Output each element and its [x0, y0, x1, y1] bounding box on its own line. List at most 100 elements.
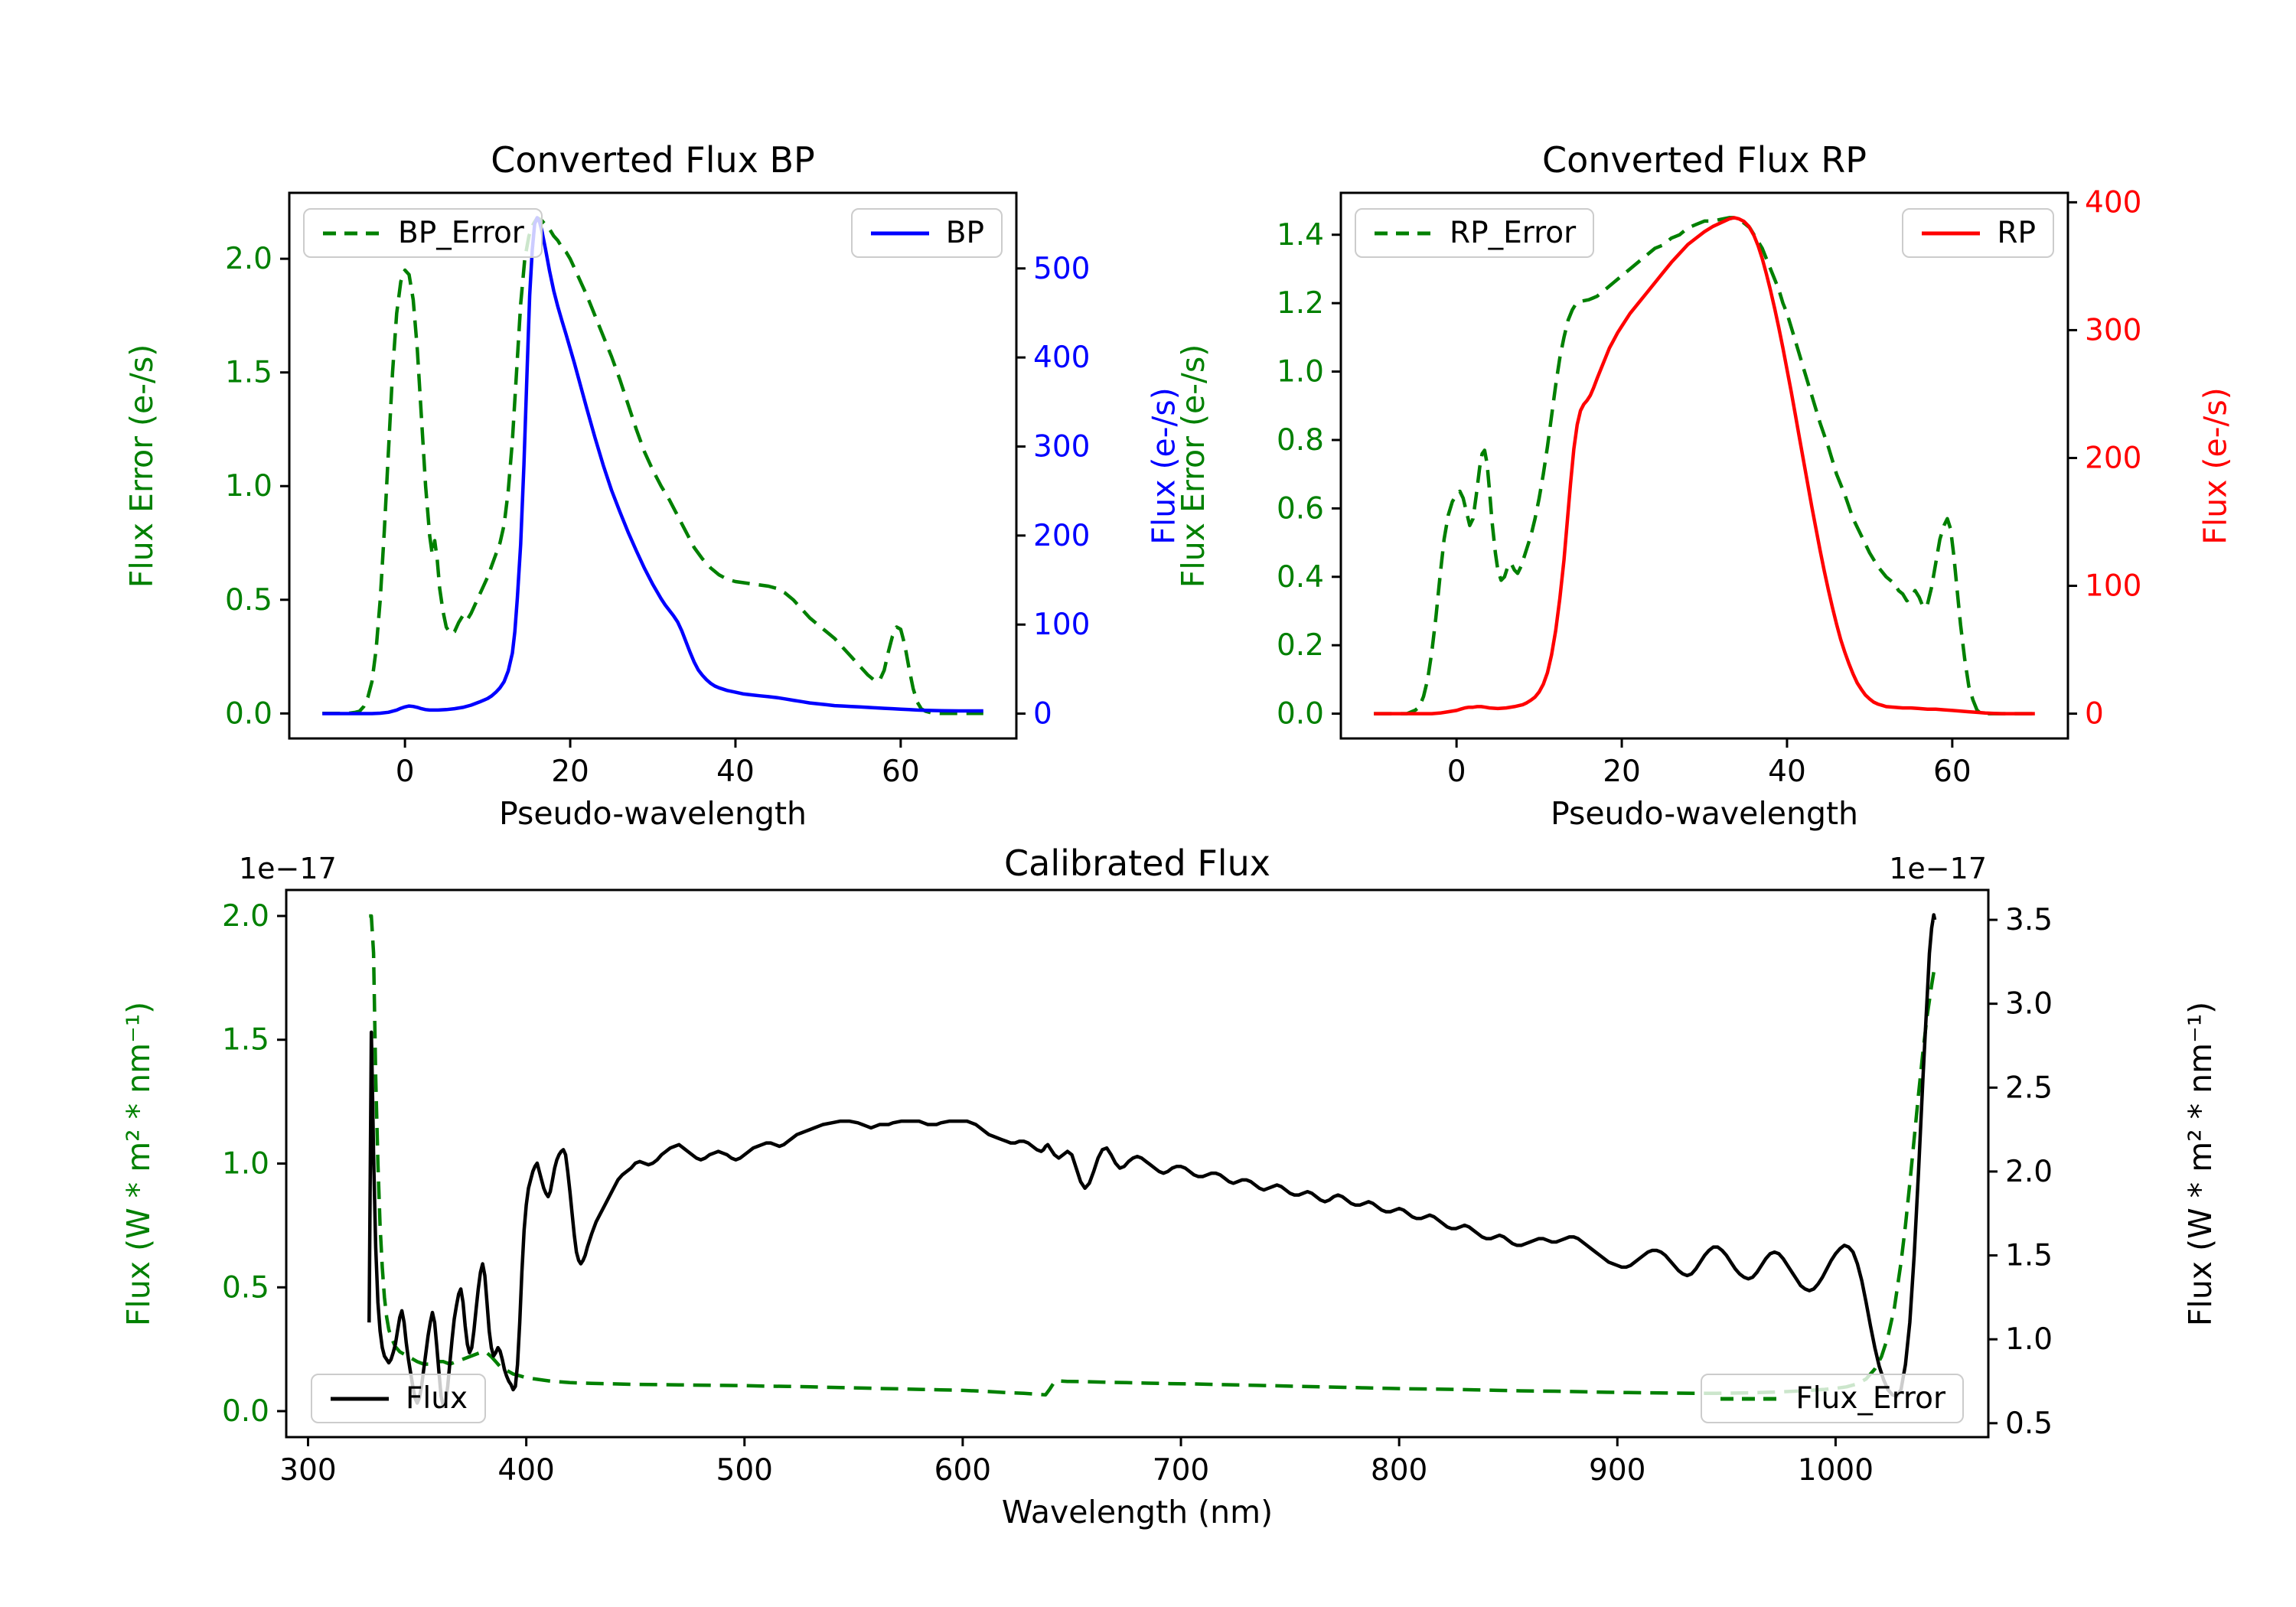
legend-lower-left: Flux	[311, 1374, 487, 1423]
axes-spines	[285, 888, 1990, 1439]
x-tick-label: 700	[1153, 1453, 1209, 1488]
legend-label: RP	[1997, 216, 2036, 250]
right-y-tick-label: 1.5	[2005, 1239, 2053, 1273]
legend-upper-right: BP	[850, 208, 1003, 258]
left-axis-offset-text: 1e−17	[239, 852, 337, 885]
legend-label: Flux_Error	[1795, 1381, 1945, 1416]
legend-item-flux: Flux	[329, 1381, 468, 1416]
legend-upper-right: RP	[1902, 208, 2054, 258]
right-y-tick-label: 100	[1033, 608, 1090, 642]
legend-item-rp_error: RP_Error	[1373, 216, 1576, 250]
right-y-tick-label: 400	[1033, 341, 1090, 375]
right-y-tick-label: 3.0	[2005, 987, 2053, 1022]
left-axis-column-calibrated: Flux (W * m² * nm⁻¹)	[120, 890, 158, 1437]
x-tick-label: 0	[1447, 755, 1466, 789]
plot-converted-flux-bp: Converted Flux BP Pseudo-wavelength Flux…	[123, 139, 1182, 832]
left-y-tick-label: 2.0	[225, 242, 272, 276]
left-y-tick-label: 1.0	[222, 1147, 269, 1182]
dashed-line-sample-icon	[323, 231, 381, 235]
series-flux_error	[369, 914, 1937, 1397]
solid-line-sample-icon	[331, 1397, 389, 1400]
left-axis-column-rp: Flux Error (e-/s)	[1175, 193, 1212, 738]
left-y-tick-label: 0.2	[1277, 628, 1324, 663]
series-rp	[1374, 216, 2035, 715]
left-y-tick-label: 2.0	[222, 899, 269, 934]
right-y-tick-label: 100	[2085, 569, 2141, 604]
series-layer	[367, 913, 1937, 1409]
right-y-tick-label: 2.0	[2005, 1155, 2053, 1189]
left-y-tick-label: 1.2	[1277, 286, 1324, 321]
legend-label: Flux	[406, 1381, 468, 1416]
left-y-tick-label: 0.5	[225, 583, 272, 618]
legend-label: BP_Error	[398, 216, 524, 250]
left-y-tick-label: 1.0	[1277, 355, 1324, 390]
legend-label: BP	[945, 216, 984, 250]
plot-title-rp: Converted Flux RP	[1542, 139, 1867, 181]
plot-canvas-rp: 0 20 40 60 0.0 0.2 0.4 0.6 0.8 1.0 1.2 1.4 0 100 200 30…	[1277, 185, 2141, 789]
right-y-axis-label-rp: Flux (e-/s)	[2197, 386, 2235, 545]
right-y-tick-label: 0	[1033, 697, 1052, 732]
right-y-tick-label: 2.5	[2005, 1071, 2053, 1105]
plot-calibrated-flux: Calibrated Flux 1e−17 1e−17 Wavelength (…	[120, 843, 2219, 1530]
plot-canvas-calibrated: 300 400 500 600 700 800 900 1000 0.0 0.5 1.0 1.5 2.0…	[222, 888, 2053, 1488]
right-y-tick-label: 1.0	[2005, 1322, 2053, 1357]
x-tick-label: 20	[551, 755, 589, 789]
right-axis-column-rp: Flux (e-/s)	[2197, 193, 2235, 738]
x-tick-label: 300	[279, 1453, 336, 1488]
left-y-tick-label: 1.5	[222, 1023, 269, 1058]
x-tick-label: 400	[497, 1453, 554, 1488]
dashed-line-sample-icon	[1375, 231, 1433, 235]
right-y-tick-label: 0.5	[2005, 1407, 2053, 1441]
legend-item-bp_error: BP_Error	[321, 216, 524, 250]
left-y-tick-label: 0.0	[222, 1394, 269, 1429]
left-y-tick-label: 0.4	[1277, 560, 1324, 595]
left-y-tick-label: 1.0	[225, 469, 272, 504]
x-axis-label-bp: Pseudo-wavelength	[498, 795, 807, 832]
x-tick-label: 900	[1589, 1453, 1645, 1488]
right-y-tick-label: 3.5	[2005, 903, 2053, 937]
x-tick-label: 500	[716, 1453, 773, 1488]
axes-spines	[1339, 191, 2069, 740]
x-axis-label-calibrated: Wavelength (nm)	[1001, 1494, 1274, 1530]
x-tick-label: 60	[1933, 755, 1971, 789]
right-y-tick-label: 400	[2085, 185, 2141, 220]
dashed-line-sample-icon	[1720, 1397, 1779, 1400]
right-axis-column-calibrated: Flux (W * m² * nm⁻¹)	[2182, 890, 2219, 1437]
left-y-tick-label: 0.8	[1277, 423, 1324, 458]
legend-item-flux_error: Flux_Error	[1719, 1381, 1945, 1416]
x-tick-label: 40	[716, 755, 755, 789]
x-tick-label: 20	[1603, 755, 1641, 789]
x-tick-label: 0	[396, 755, 415, 789]
x-tick-label: 600	[934, 1453, 991, 1488]
right-y-axis-label-calibrated: Flux (W * m² * nm⁻¹)	[2182, 1001, 2219, 1326]
series-rp_error	[1374, 216, 2035, 715]
x-axis-label-rp: Pseudo-wavelength	[1550, 795, 1859, 832]
x-tick-label: 1000	[1798, 1453, 1874, 1488]
right-axis-offset-text: 1e−17	[1889, 852, 1987, 885]
x-tick-label: 60	[882, 755, 920, 789]
right-y-tick-label: 0	[2085, 697, 2104, 732]
x-tick-label: 40	[1768, 755, 1806, 789]
left-y-axis-label-rp: Flux Error (e-/s)	[1175, 344, 1212, 588]
left-y-axis-label-bp: Flux Error (e-/s)	[123, 344, 161, 588]
legend-item-bp: BP	[869, 216, 984, 250]
axes-spines	[288, 191, 1018, 740]
legend-upper-left: BP_Error	[303, 208, 543, 258]
left-y-axis-label-calibrated: Flux (W * m² * nm⁻¹)	[120, 1001, 158, 1326]
left-y-tick-label: 1.5	[225, 356, 272, 390]
right-y-tick-label: 300	[2085, 313, 2141, 347]
legend-upper-left: RP_Error	[1355, 208, 1595, 258]
left-y-tick-label: 0.0	[225, 696, 272, 731]
legend-label: RP_Error	[1450, 216, 1577, 250]
plot-title-bp: Converted Flux BP	[491, 139, 815, 181]
left-y-tick-label: 0.6	[1277, 491, 1324, 526]
right-y-tick-label: 300	[1033, 429, 1090, 464]
x-tick-label: 800	[1371, 1453, 1427, 1488]
series-bp_error	[322, 216, 983, 715]
left-axis-column-bp: Flux Error (e-/s)	[123, 193, 161, 738]
series-layer	[322, 216, 983, 715]
plot-title-calibrated: Calibrated Flux	[1004, 843, 1270, 884]
plot-canvas-bp: 0 20 40 60 0.0 0.5 1.0 1.5 2.0 0 100 200 300 400 500	[225, 191, 1090, 789]
left-y-tick-label: 0.0	[1277, 697, 1324, 732]
